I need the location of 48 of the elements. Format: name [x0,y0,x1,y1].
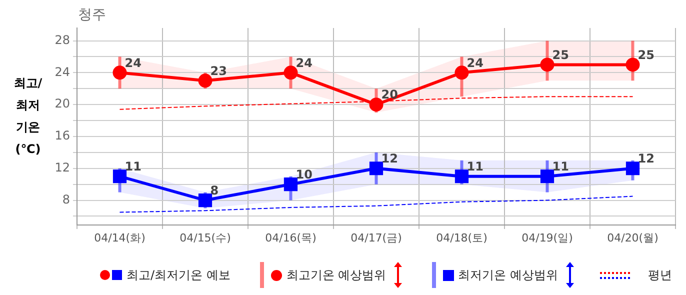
point [626,58,640,72]
data-label: 11 [466,159,484,174]
point [284,178,298,192]
line-series [119,196,634,213]
data-label: 23 [210,64,227,78]
data-label: 24 [296,56,312,70]
point [198,193,212,208]
x-tick-label: 04/18(토) [436,231,488,244]
data-label: 12 [381,151,398,166]
point [540,58,554,72]
y-tick-label: 12 [54,160,70,174]
chart-title: 청주 [78,6,106,24]
data-label: 20 [381,88,398,102]
point [112,170,127,184]
x-tick-label: 04/20(월) [607,231,658,244]
data-label: 25 [552,48,569,62]
data-label: 25 [638,48,654,62]
y-tick-label: 28 [54,32,70,47]
x-tick-label: 04/19(일) [522,231,573,244]
data-label: 8 [210,183,219,198]
point [540,170,554,184]
point [454,66,469,80]
x-tick-label: 04/15(수) [180,231,231,244]
legend-label: 최저기온 예상범위 [458,266,558,284]
x-tick-label: 04/16(목) [265,231,316,244]
data-label: 24 [124,56,142,70]
legend-label: 최고기온 예상범위 [286,266,386,284]
point [626,162,640,176]
y-tick-label: 24 [54,64,70,79]
x-tick-label: 04/17(금) [350,231,402,244]
data-label: 11 [552,159,569,174]
point [369,98,384,112]
legend-label: 평년 [648,266,672,284]
point [369,162,384,176]
point [284,66,298,80]
text: 최고/최저기온 예보 [126,266,230,284]
data-label: 12 [638,151,654,166]
data-label: 24 [466,56,484,70]
point [454,170,469,184]
y-tick-label: 8 [62,192,70,206]
y-axis-title: 최고/최저 기온 (℃) [12,75,44,158]
y-tick-label: 16 [54,128,70,143]
point [112,66,127,80]
x-tick-label: 04/14(화) [94,231,146,244]
y-tick-label: 20 [54,96,70,111]
point [198,74,212,88]
data-label: 10 [296,167,312,182]
data-label: 11 [124,159,142,174]
